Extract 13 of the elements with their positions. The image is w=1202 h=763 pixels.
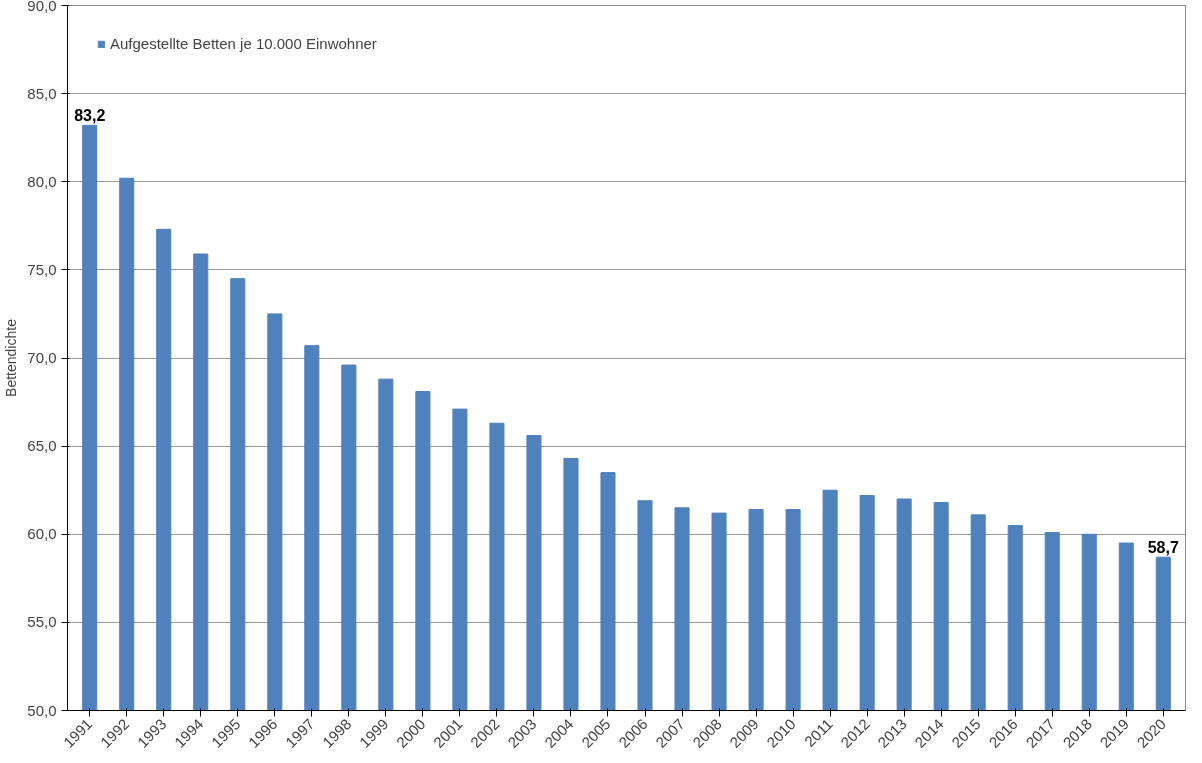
y-tick-label: 80,0 — [27, 172, 57, 190]
y-tick-label: 55,0 — [27, 613, 57, 631]
y-tick-label: 50,0 — [27, 701, 57, 719]
y-tick-label: 85,0 — [27, 84, 57, 102]
y-tick-label: 65,0 — [27, 437, 57, 455]
data-label: 58,7 — [1147, 539, 1179, 557]
legend-label: Aufgestellte Betten je 10.000 Einwohner — [110, 35, 377, 52]
y-tick-label: 90,0 — [27, 0, 57, 14]
y-axis-title: Bettendichte — [3, 318, 20, 397]
y-tick-label: 60,0 — [27, 525, 57, 543]
y-tick-label: 75,0 — [27, 260, 57, 278]
y-tick-label: 70,0 — [27, 349, 57, 366]
data-label: 83,2 — [74, 107, 106, 125]
